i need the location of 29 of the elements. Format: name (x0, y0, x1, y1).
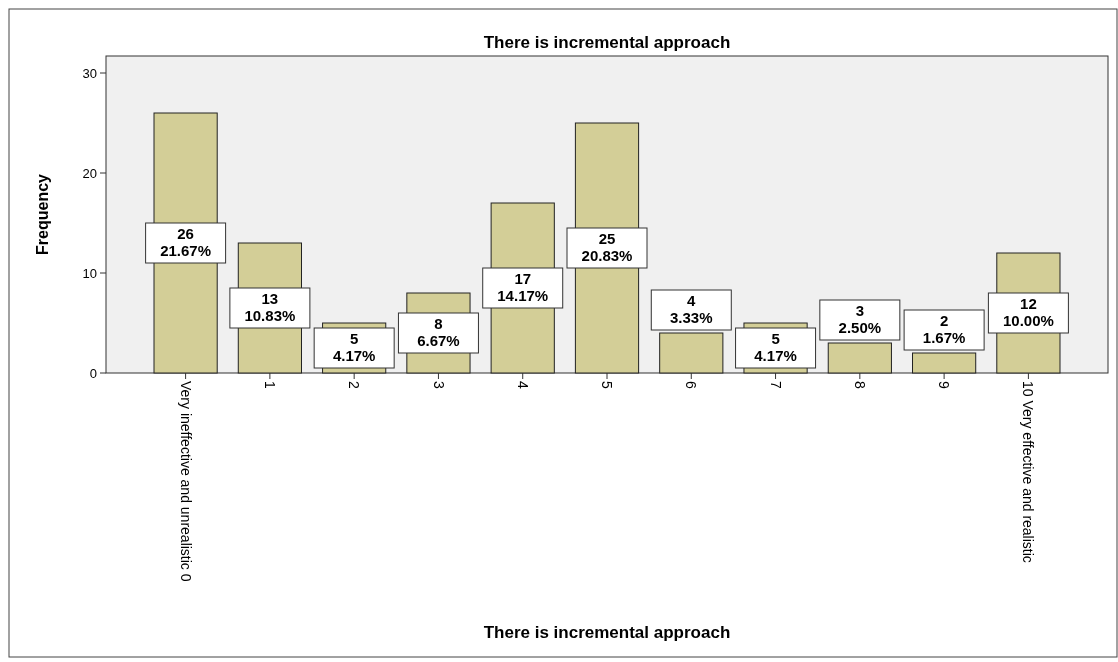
data-label: 5 4.17% (754, 330, 797, 364)
x-tick-label: 6 (683, 381, 700, 389)
x-tick-label: 10 Very effective and realistic (1020, 381, 1037, 563)
data-label: 26 21.67% (160, 225, 212, 259)
x-tick-label: 7 (767, 381, 784, 389)
data-label: 25 20.83% (581, 230, 633, 264)
data-label: 4 3.33% (670, 292, 713, 326)
x-tick-label: 4 (514, 381, 531, 389)
data-label: 3 2.50% (838, 302, 882, 336)
data-label: 13 10.83% (244, 290, 296, 324)
y-tick-label: 10 (82, 265, 97, 281)
data-label: 12 10.00% (1002, 295, 1054, 329)
x-tick-label: 2 (346, 381, 363, 389)
x-tick-label: 1 (261, 381, 278, 389)
x-tick-label: 5 (599, 381, 616, 389)
x-axis-title: There is incremental approach (483, 623, 731, 642)
x-tick-label: 9 (936, 381, 953, 389)
x-tick-label: Very ineffective and unrealistic 0 (177, 381, 194, 582)
chart-title: There is incremental approach (483, 33, 731, 52)
y-tick-label: 20 (82, 165, 97, 181)
y-tick-label: 30 (82, 65, 97, 81)
data-label: 2 1.67% (922, 312, 966, 346)
data-label: 8 6.67% (417, 315, 460, 349)
data-label: 17 14.17% (497, 270, 549, 304)
y-tick-label: 0 (89, 365, 97, 381)
y-axis-title: Frequency (34, 173, 51, 255)
data-label: 5 4.17% (332, 330, 376, 364)
x-tick-label: 8 (851, 381, 868, 389)
x-tick-label: 3 (430, 381, 447, 389)
